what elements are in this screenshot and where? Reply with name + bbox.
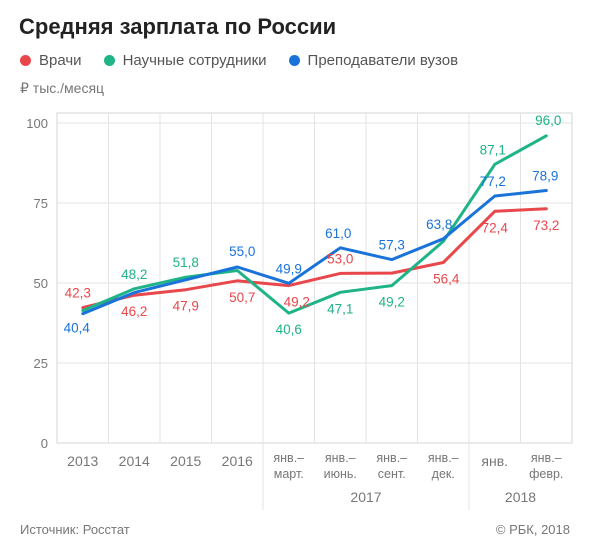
data-label: 46,2 [121, 304, 147, 319]
data-label: 48,2 [121, 267, 147, 282]
y-tick-label: 50 [34, 276, 48, 291]
data-label: 47,9 [173, 299, 199, 314]
legend-dot-researchers [103, 55, 115, 66]
x-tick-label: янв.– [531, 451, 562, 465]
x-tick-label: март. [274, 467, 304, 481]
y-tick-label: 100 [26, 116, 48, 131]
source-note: Источник: Росстат [20, 522, 130, 537]
x-tick-label: 2014 [119, 453, 150, 469]
data-label: 72,4 [482, 220, 509, 235]
legend-item-doctors: Врачи [20, 52, 82, 69]
line-chart: 0 25 50 75 100 2013 2014 2015 2016 янв.– март. янв.… [26, 112, 573, 510]
data-label: 50,7 [229, 290, 255, 305]
legend-item-lecturers: Преподаватели вузов [288, 52, 459, 69]
data-label: 49,2 [284, 295, 310, 310]
legend-label-researchers: Научные сотрудники [122, 52, 267, 69]
data-label: 73,2 [533, 218, 559, 233]
data-label: 47,1 [327, 301, 353, 316]
data-label: 56,4 [433, 272, 460, 287]
series-line-2 [81, 189, 548, 316]
legend-label-doctors: Врачи [39, 52, 82, 69]
copyright-note: © РБК, 2018 [495, 522, 570, 537]
data-label: 51,8 [173, 255, 199, 270]
data-label: 96,0 [535, 113, 561, 128]
legend-dot-doctors [20, 55, 31, 66]
data-label: 78,9 [532, 169, 558, 184]
x-tick-label: дек. [432, 467, 455, 481]
x-tick-label: янв. [481, 453, 508, 469]
y-tick-label: 25 [34, 356, 48, 371]
data-label: 55,0 [229, 244, 255, 259]
x-tick-label: июнь. [324, 467, 357, 481]
legend-label-lecturers: Преподаватели вузов [307, 52, 459, 69]
page-title: Средняя зарплата по России [19, 14, 337, 39]
x-tick-label: февр. [529, 467, 563, 481]
series-line-0 [81, 207, 548, 310]
x-tick-label: 2016 [222, 453, 253, 469]
data-label: 61,0 [325, 226, 351, 241]
y-tick-label: 75 [34, 196, 48, 211]
x-tick-label: янв.– [376, 451, 407, 465]
x-tick-label: янв.– [428, 451, 459, 465]
unit-label: ₽ тыс./месяц [20, 80, 105, 96]
x-group-label: 2018 [505, 489, 536, 505]
chart-legend: Врачи Научные сотрудники Преподаватели в… [20, 52, 480, 69]
x-tick-label: 2015 [170, 453, 201, 469]
data-label: 53,0 [327, 251, 353, 266]
x-tick-label: янв.– [325, 451, 356, 465]
data-label: 57,3 [379, 238, 405, 253]
data-label: 87,1 [480, 142, 506, 157]
data-label: 49,9 [276, 261, 302, 276]
x-tick-label: янв.– [273, 451, 304, 465]
y-tick-label: 0 [41, 436, 48, 451]
x-tick-label: 2013 [67, 453, 98, 469]
x-tick-label: сент. [378, 467, 406, 481]
data-label: 63,8 [426, 217, 452, 232]
series-line-1 [81, 134, 548, 315]
legend-item-researchers: Научные сотрудники [103, 52, 267, 69]
data-label: 77,2 [480, 174, 506, 189]
legend-dot-lecturers [288, 55, 300, 66]
data-label: 42,3 [65, 286, 91, 301]
x-group-label: 2017 [350, 489, 381, 505]
data-label: 40,6 [276, 322, 302, 337]
data-label: 40,4 [64, 321, 91, 336]
data-label: 49,2 [379, 295, 405, 310]
